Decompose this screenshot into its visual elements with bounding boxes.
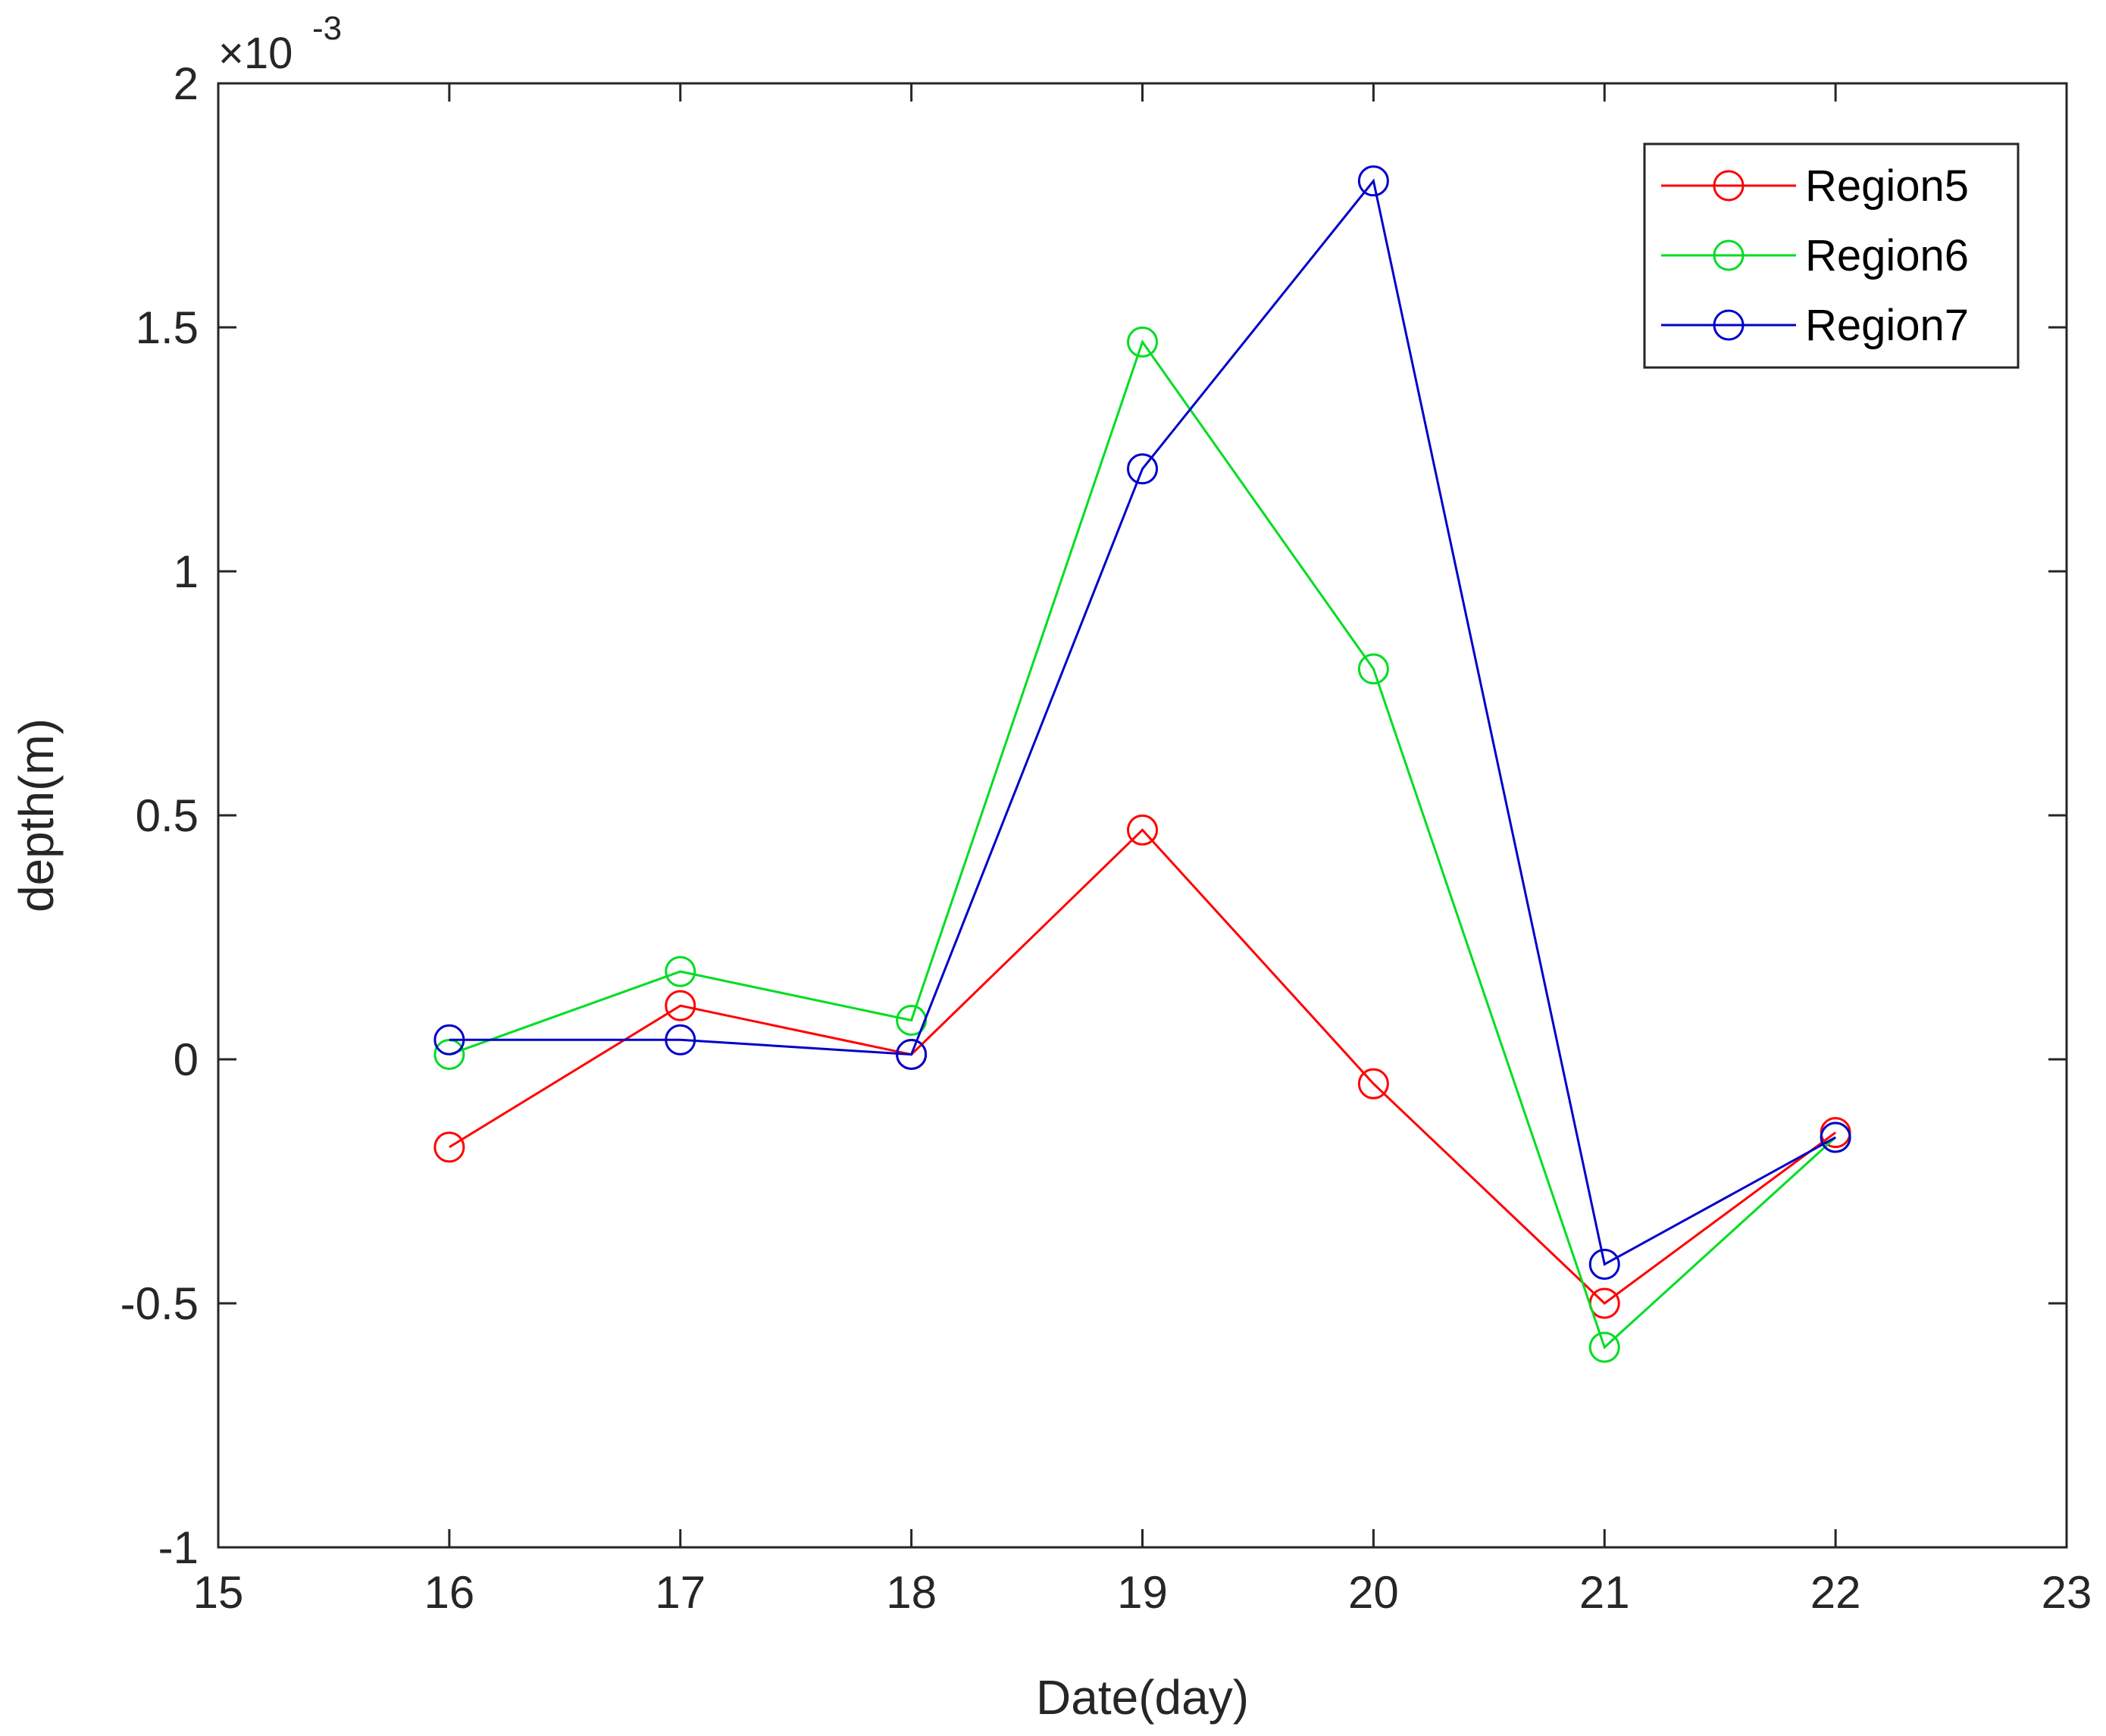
legend-label: Region6 bbox=[1805, 231, 1969, 280]
y-axis-title: depth(m) bbox=[9, 718, 64, 912]
series-region5 bbox=[433, 814, 1851, 1319]
data-point bbox=[1127, 326, 1158, 358]
data-point bbox=[1357, 165, 1389, 197]
data-point bbox=[1127, 814, 1158, 846]
y-tick-label: -0.5 bbox=[120, 1278, 199, 1329]
y-tick-label: 1 bbox=[174, 546, 199, 597]
exponent-base: ×10 bbox=[218, 29, 293, 78]
exponent-power: -3 bbox=[312, 10, 342, 47]
x-axis-ticks: 15 16 17 18 19 20 21 22 23 bbox=[193, 83, 2092, 1618]
legend-label: Region7 bbox=[1805, 301, 1969, 350]
legend-label: Region5 bbox=[1805, 161, 1969, 211]
series-line bbox=[449, 178, 1836, 1266]
series-group bbox=[433, 165, 1851, 1363]
data-point bbox=[1127, 453, 1158, 485]
data-point bbox=[1588, 1248, 1620, 1280]
y-tick-label: 1.5 bbox=[136, 302, 199, 353]
legend: Region5 Region6 Region7 bbox=[1643, 142, 2020, 369]
x-tick-label: 23 bbox=[2042, 1567, 2092, 1618]
x-tick-label: 19 bbox=[1117, 1567, 1168, 1618]
y-tick-label: 0 bbox=[174, 1034, 199, 1085]
y-tick-label: 2 bbox=[174, 58, 199, 109]
x-axis-title: Date(day) bbox=[1036, 1670, 1249, 1725]
series-line bbox=[449, 828, 1836, 1305]
data-point bbox=[1357, 653, 1389, 685]
y-tick-label: -1 bbox=[158, 1522, 199, 1573]
legend-marker bbox=[1713, 170, 1745, 202]
x-tick-label: 22 bbox=[1810, 1567, 1861, 1618]
data-point bbox=[433, 1039, 465, 1071]
x-tick-label: 18 bbox=[886, 1567, 937, 1618]
y-axis-exponent: ×10 -3 bbox=[218, 10, 342, 78]
data-point bbox=[1588, 1331, 1620, 1363]
y-axis-ticks: -1 -0.5 0 0.5 1 1.5 2 bbox=[120, 58, 2067, 1573]
data-point bbox=[433, 1131, 465, 1163]
data-point bbox=[896, 1039, 928, 1071]
data-point bbox=[665, 956, 696, 987]
data-point bbox=[433, 1024, 465, 1056]
data-point bbox=[1357, 1068, 1389, 1099]
legend-marker bbox=[1713, 309, 1745, 341]
data-point bbox=[665, 990, 696, 1021]
y-tick-label: 0.5 bbox=[136, 790, 199, 841]
x-tick-label: 21 bbox=[1579, 1567, 1630, 1618]
data-point bbox=[665, 1024, 696, 1056]
x-tick-label: 20 bbox=[1348, 1567, 1399, 1618]
legend-entry: Region7 bbox=[1661, 301, 1969, 350]
legend-entry: Region6 bbox=[1661, 231, 1969, 280]
series-line bbox=[449, 339, 1837, 1350]
series-region7 bbox=[433, 165, 1851, 1280]
legend-marker bbox=[1713, 239, 1745, 271]
x-tick-label: 15 bbox=[193, 1567, 244, 1618]
legend-entry: Region5 bbox=[1661, 161, 1969, 211]
x-tick-label: 16 bbox=[424, 1567, 475, 1618]
axes: 15 16 17 18 19 20 21 22 23 -1 -0.5 0 0.5 1 1.5 2 bbox=[120, 58, 2092, 1618]
data-point bbox=[1820, 1121, 1851, 1153]
x-tick-label: 17 bbox=[655, 1567, 706, 1618]
